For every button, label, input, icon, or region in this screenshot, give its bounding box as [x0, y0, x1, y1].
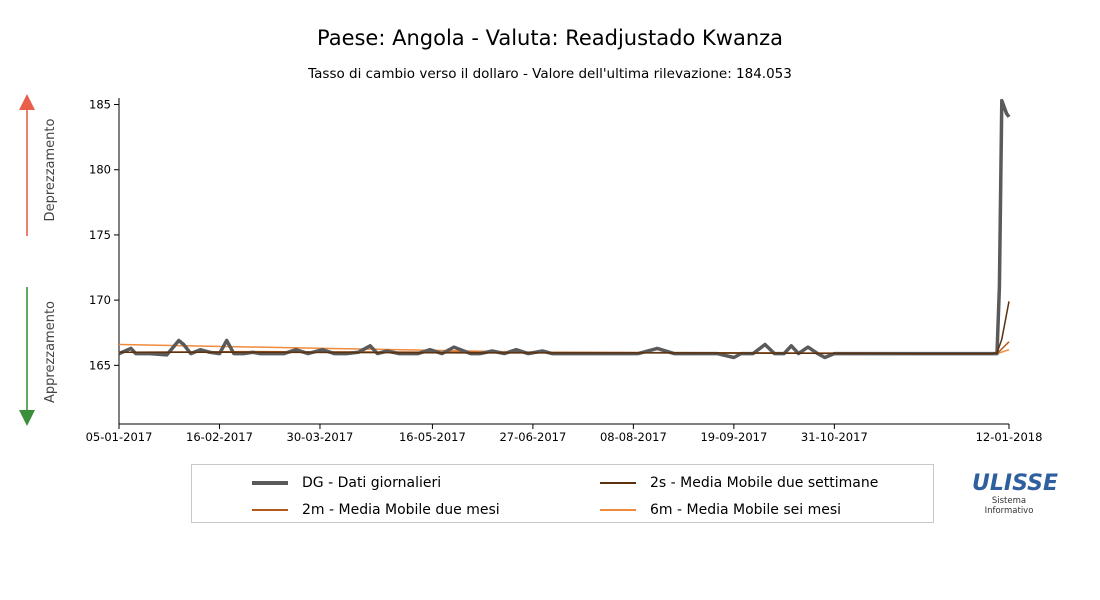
- legend-item-dg: DG - Dati giornalieri: [252, 473, 441, 493]
- x-tick-label: 12-01-2018: [976, 430, 1043, 444]
- legend-label-6m: 6m - Media Mobile sei mesi: [650, 502, 842, 518]
- y-tick-label: 175: [89, 228, 111, 242]
- legend-item-2s: 2s - Media Mobile due settimane: [600, 473, 878, 493]
- legend-swatch-6m: [600, 509, 636, 511]
- legend-item-2m: 2m - Media Mobile due mesi: [252, 500, 500, 520]
- axes: [118, 98, 1009, 425]
- y-tick-label: 185: [89, 98, 111, 112]
- chart-title: Paese: Angola - Valuta: Readjustado Kwan…: [316, 26, 784, 50]
- legend-swatch-2s: [600, 482, 636, 484]
- x-tick-label: 27-06-2017: [499, 430, 566, 444]
- series-line-dg: [118, 98, 1011, 360]
- x-tick-label: 31-10-2017: [801, 430, 868, 444]
- legend-item-6m: 6m - Media Mobile sei mesi: [600, 500, 841, 520]
- legend-swatch-dg: [252, 481, 288, 485]
- legend-label-2s: 2s - Media Mobile due settimane: [650, 475, 879, 491]
- x-tick-label: 19-09-2017: [700, 430, 767, 444]
- logo-subtitle-1: Sistema: [991, 496, 1027, 506]
- legend: DG - Dati giornalieri 2s - Media Mobile …: [191, 464, 934, 523]
- x-tick-label: 16-02-2017: [186, 430, 253, 444]
- y-ticks: 165 170 175 180 185: [89, 98, 119, 372]
- y-tick-label: 165: [89, 358, 111, 372]
- side-arrows: Deprezzamento Apprezzamento: [19, 94, 58, 426]
- x-tick-label: 30-03-2017: [287, 430, 354, 444]
- series-layer: [118, 98, 1011, 360]
- depreciation-label: Deprezzamento: [43, 119, 58, 222]
- logo-subtitle-2: Informativo: [984, 506, 1034, 516]
- legend-swatch-2m: [252, 509, 288, 511]
- legend-label-2m: 2m - Media Mobile due mesi: [302, 502, 500, 518]
- y-tick-label: 180: [89, 163, 111, 177]
- chart-subtitle: Tasso di cambio verso il dollaro - Valor…: [308, 66, 792, 82]
- series-line-2s: [119, 301, 1010, 355]
- x-tick-label: 08-08-2017: [600, 430, 667, 444]
- legend-label-dg: DG - Dati giornalieri: [302, 475, 442, 491]
- y-tick-label: 170: [89, 293, 111, 307]
- ulisse-logo: ULISSE Sistema Informativo: [972, 471, 1059, 517]
- appreciation-label: Apprezzamento: [43, 301, 58, 403]
- x-tick-label: 05-01-2017: [86, 430, 153, 444]
- x-ticks: 05-01-2017 16-02-2017 30-03-2017 16-05-2017…: [86, 424, 1043, 444]
- x-tick-label: 16-05-2017: [399, 430, 466, 444]
- logo-wordmark: ULISSE: [972, 471, 1059, 496]
